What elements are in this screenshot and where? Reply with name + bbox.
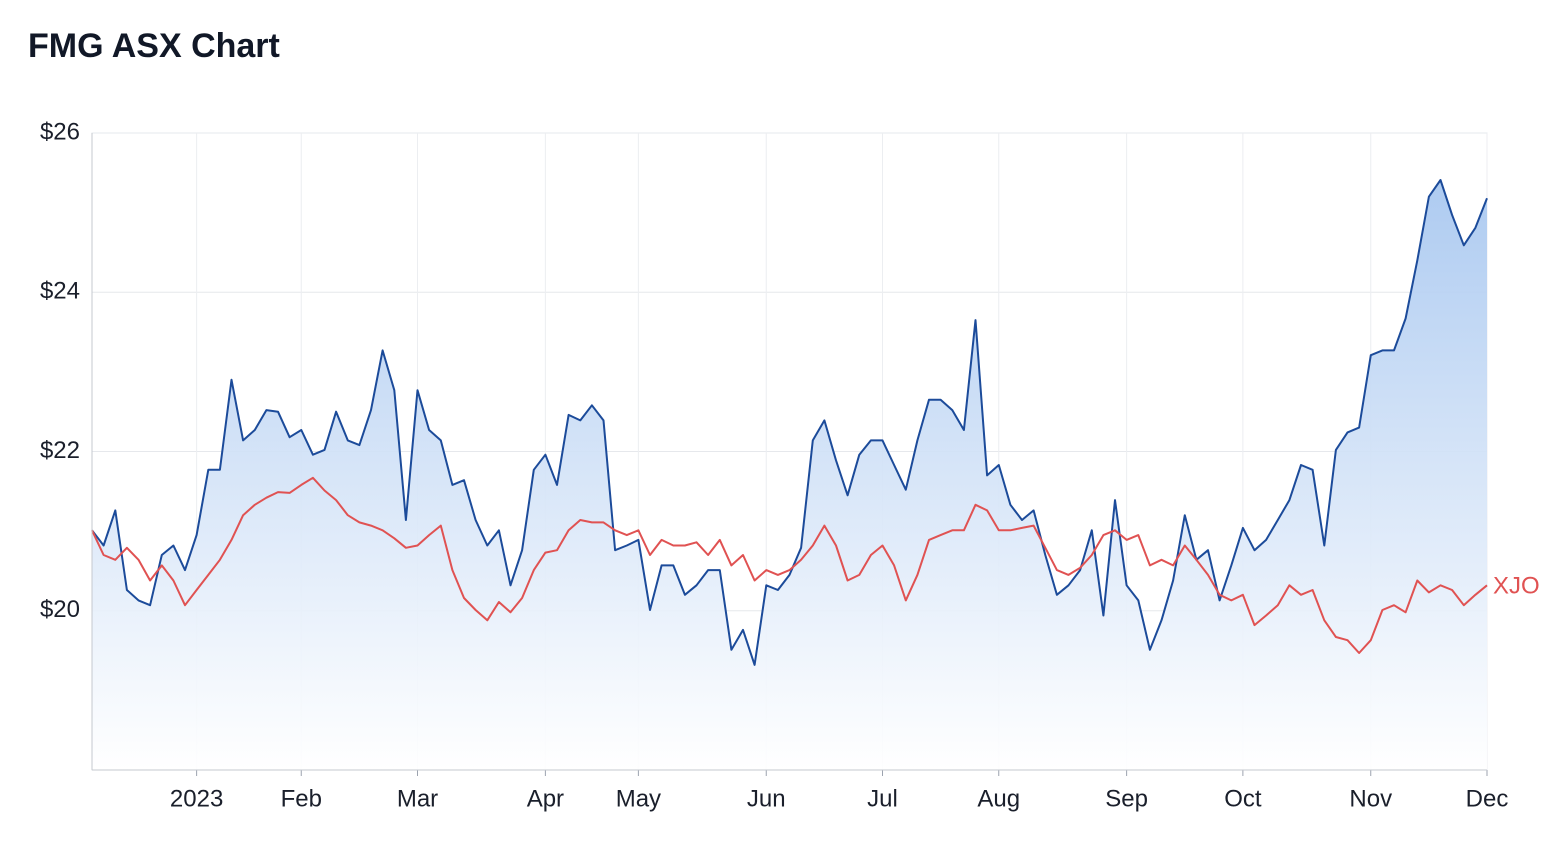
x-tick-label: Jul [867,785,898,812]
x-tick-label: Dec [1466,785,1509,812]
line [91,476,1488,654]
x-tick-label: Mar [397,785,438,812]
x-tick-label: Aug [977,785,1020,812]
x-tick-label: Oct [1224,785,1262,812]
x-tick-label: Jun [747,785,786,812]
x-tick-label: 2023 [170,785,223,812]
line [91,179,1488,666]
y-tick-label: $20 [40,596,80,623]
chart-title: FMG ASX Chart [28,27,280,65]
x-tick-label: Feb [281,785,322,812]
x-tick-label: Sep [1105,785,1148,812]
area [92,180,1487,770]
y-tick-label: $24 [40,278,80,305]
y-tick-label: $22 [40,437,80,464]
x-tick-label: May [616,785,661,812]
x-tick-label: Nov [1349,785,1392,812]
x-tick-label: Apr [527,785,564,812]
y-tick-label: $26 [40,118,80,145]
series-label: XJO [1493,573,1540,600]
